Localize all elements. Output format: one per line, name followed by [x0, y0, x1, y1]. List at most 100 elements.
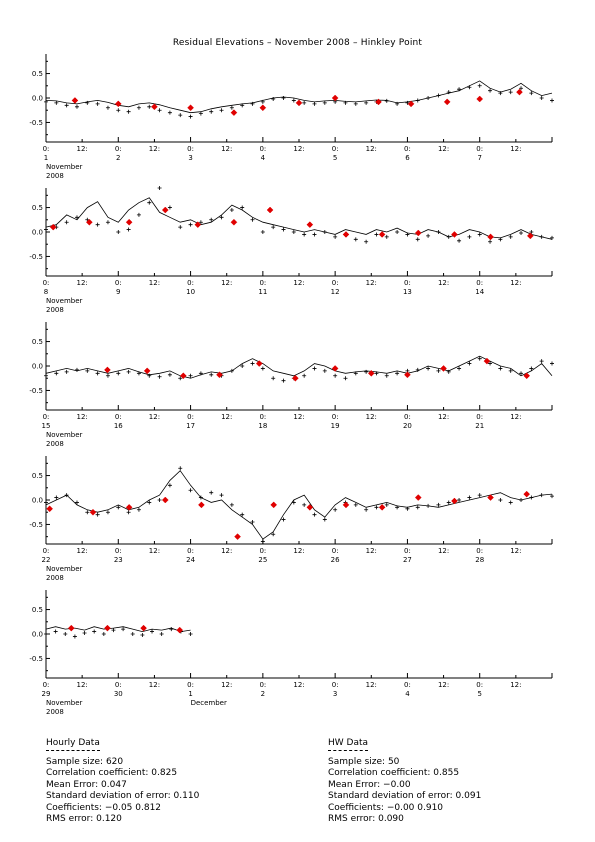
x-tick-day: 8	[44, 288, 48, 296]
hourly-std-error: Standard deviation of error: 0.110	[46, 791, 200, 801]
observed-point	[240, 364, 245, 368]
y-tick-label: 0.0	[32, 631, 43, 639]
hw-point	[104, 366, 111, 374]
x-tick-day: 20	[403, 422, 412, 430]
hw-point	[104, 624, 111, 632]
x-tick-day: 6	[405, 154, 410, 162]
observed-point	[353, 502, 358, 507]
observed-point	[426, 366, 431, 371]
observed-point	[74, 104, 79, 109]
x-tick-hour: 0:	[332, 413, 339, 421]
observed-point	[550, 98, 554, 103]
x-tick-hour: 12:	[510, 279, 521, 287]
x-tick-hour: 0:	[404, 279, 411, 287]
observed-point	[322, 230, 327, 234]
observed-point	[54, 100, 59, 105]
observed-point	[384, 234, 389, 239]
observed-point	[157, 186, 162, 190]
month-label: November	[46, 297, 83, 305]
observed-point	[53, 629, 58, 634]
observed-point	[209, 490, 214, 495]
x-tick-hour: 0:	[43, 547, 50, 555]
observed-point	[291, 230, 296, 234]
observed-point	[364, 369, 369, 374]
hw-point	[255, 360, 263, 367]
observed-point	[333, 234, 338, 239]
observed-point	[457, 498, 462, 502]
hw-rms-error: RMS error: 0.090	[328, 814, 404, 824]
observed-point	[457, 366, 462, 371]
observed-point	[64, 369, 69, 374]
observed-point	[229, 502, 234, 507]
observed-point	[178, 376, 183, 381]
hw-point	[342, 501, 350, 509]
observed-point	[95, 371, 100, 376]
observed-point	[157, 498, 162, 502]
panel-1: 0.5 0.0 -0.5 0: 12: 0: 12: 0: 12: 0: 12: 0: 12: 0: 12:…	[29, 54, 554, 180]
observed-point	[405, 232, 410, 237]
observed-point	[488, 361, 493, 366]
x-tick-hour: 0:	[259, 145, 266, 153]
observed-point	[415, 505, 420, 510]
x-tick-hour: 12:	[366, 681, 377, 689]
observed-point	[240, 103, 245, 108]
observed-point	[477, 356, 482, 361]
x-tick-hour: 12:	[510, 681, 521, 689]
x-tick-hour: 0:	[404, 681, 411, 689]
x-tick-hour: 12:	[510, 145, 521, 153]
observed-point	[85, 100, 90, 105]
observed-point	[260, 539, 265, 544]
x-tick-hour: 0:	[476, 547, 483, 555]
x-tick-hour: 12:	[366, 547, 377, 555]
month-label: November	[46, 163, 83, 171]
panel-3: 0.5 0.0 -0.5 0: 12: 0: 12: 0: 12: 0: 12: 0: 12: 0: 12:…	[29, 322, 554, 448]
y-tick-label: 0.5	[32, 606, 43, 614]
model-series-line	[45, 470, 553, 540]
observed-point	[395, 505, 400, 510]
x-tick-hour: 12:	[149, 279, 160, 287]
month-label: November	[46, 565, 83, 573]
x-tick-day: 9	[116, 288, 120, 296]
x-tick-hour: 12:	[438, 413, 449, 421]
hw-point	[414, 494, 422, 501]
observed-point	[550, 494, 554, 499]
observed-point	[240, 512, 245, 517]
x-tick-hour: 12:	[149, 413, 160, 421]
y-tick-label: 0.0	[32, 229, 43, 237]
observed-point	[333, 507, 338, 512]
observed-point	[54, 371, 59, 376]
hw-point	[161, 496, 169, 504]
x-tick-day: 10	[186, 288, 195, 296]
x-tick-day: 17	[186, 422, 195, 430]
observed-point	[101, 632, 106, 636]
observed-point	[457, 238, 462, 243]
observed-point	[477, 83, 482, 88]
observed-point	[188, 114, 193, 119]
x-tick-hour: 0:	[43, 681, 50, 689]
observed-point	[312, 101, 317, 106]
observed-point	[250, 217, 255, 222]
observed-point	[271, 376, 276, 381]
observed-point	[116, 108, 121, 113]
x-tick-hour: 12:	[221, 681, 232, 689]
observed-point	[116, 371, 121, 376]
model-series-line	[45, 626, 191, 633]
x-tick-hour: 0:	[115, 145, 122, 153]
x-tick-hour: 12:	[77, 279, 88, 287]
x-tick-hour: 0:	[187, 413, 194, 421]
observed-point	[72, 634, 77, 639]
x-tick-hour: 12:	[438, 547, 449, 555]
hourly-sample-size: Sample size: 620	[46, 756, 124, 767]
hw-coefficients: Coefficients: −0.00 0.910	[328, 802, 444, 813]
x-tick-hour: 12:	[221, 547, 232, 555]
observed-point	[539, 96, 544, 100]
hourly-mean-error: Mean Error: 0.047	[46, 779, 127, 790]
hw-point	[86, 218, 93, 226]
observed-point	[364, 507, 369, 512]
y-tick-label: -0.5	[29, 119, 43, 127]
x-tick-hour: 12:	[149, 145, 160, 153]
hw-stats: HW Data Sample size: 50 Correlation coef…	[328, 738, 481, 826]
x-tick-hour: 0:	[115, 681, 122, 689]
observed-point	[188, 632, 193, 636]
hw-point	[176, 626, 184, 634]
